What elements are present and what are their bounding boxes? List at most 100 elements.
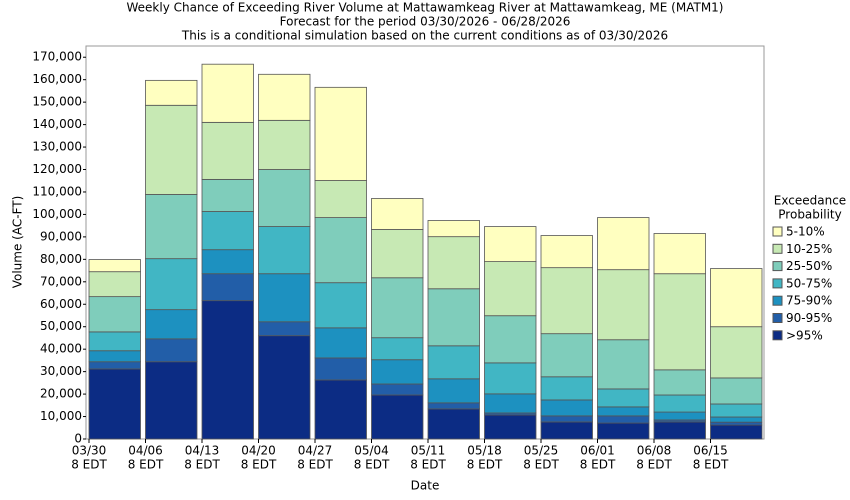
bar-segment bbox=[371, 198, 424, 230]
legend-title: Exceedance bbox=[774, 194, 846, 208]
bar-segment bbox=[145, 258, 198, 311]
y-tick-label: 100,000 bbox=[32, 207, 82, 221]
bar-segment bbox=[371, 394, 424, 440]
bar-segment bbox=[145, 338, 198, 363]
y-tick-label: 80,000 bbox=[40, 252, 82, 266]
legend-label: 10-25% bbox=[786, 242, 832, 256]
bar-segment bbox=[710, 416, 763, 423]
bar-segment bbox=[710, 326, 763, 379]
bar-segment bbox=[484, 393, 537, 414]
bar-segment bbox=[653, 369, 706, 396]
bar-segment bbox=[145, 79, 198, 106]
legend-swatch bbox=[772, 226, 783, 237]
bar-segment bbox=[710, 421, 763, 426]
legend-swatch bbox=[772, 261, 783, 272]
y-tick-label: 10,000 bbox=[40, 409, 82, 423]
bar-segment bbox=[710, 377, 763, 405]
bar-segment bbox=[314, 180, 367, 218]
bar-segment bbox=[371, 277, 424, 339]
bar-segment bbox=[540, 399, 593, 417]
x-tick-label: 05/11 bbox=[411, 444, 446, 458]
y-tick-label: 130,000 bbox=[32, 140, 82, 154]
bar-segment bbox=[484, 226, 537, 262]
x-tick-sublabel: 8 EDT bbox=[128, 458, 164, 472]
plot-area bbox=[85, 45, 765, 440]
chart-title: Weekly Chance of Exceeding River Volume … bbox=[127, 1, 724, 15]
x-tick-label: 04/06 bbox=[128, 444, 163, 458]
bar-segment bbox=[88, 368, 141, 440]
x-tick-sublabel: 8 EDT bbox=[523, 458, 559, 472]
bar-segment bbox=[540, 376, 593, 401]
bar-segment bbox=[145, 361, 198, 440]
bar-segment bbox=[258, 226, 311, 275]
legend-label: >95% bbox=[786, 328, 823, 342]
legend-title: Probability bbox=[778, 208, 841, 222]
bar-segment bbox=[653, 233, 706, 275]
x-tick-sublabel: 8 EDT bbox=[241, 458, 277, 472]
bar-segment bbox=[201, 63, 254, 123]
bar-segment bbox=[258, 273, 311, 323]
bar-segment bbox=[710, 268, 763, 328]
bar-segment bbox=[258, 335, 311, 440]
bar-segment bbox=[597, 406, 650, 417]
legend-swatch bbox=[772, 295, 783, 306]
bar-segment bbox=[371, 359, 424, 385]
y-tick-label: 40,000 bbox=[40, 342, 82, 356]
bar-segment bbox=[597, 339, 650, 390]
x-tick-label: 06/01 bbox=[580, 444, 615, 458]
legend-label: 25-50% bbox=[786, 259, 832, 273]
x-tick-label: 06/08 bbox=[637, 444, 672, 458]
bar-segment bbox=[427, 402, 480, 410]
x-tick-sublabel: 8 EDT bbox=[467, 458, 503, 472]
bar-segment bbox=[710, 424, 763, 440]
x-axis-label: Date bbox=[411, 479, 440, 493]
bar-segment bbox=[653, 273, 706, 371]
bar-segment bbox=[427, 345, 480, 380]
x-tick-label: 06/15 bbox=[693, 444, 728, 458]
bar-segment bbox=[201, 300, 254, 440]
x-tick-label: 04/20 bbox=[241, 444, 276, 458]
bar-segment bbox=[427, 378, 480, 404]
bar-segment bbox=[88, 259, 141, 273]
bar-segment bbox=[258, 73, 311, 121]
x-tick-label: 04/27 bbox=[298, 444, 333, 458]
bar-segment bbox=[540, 421, 593, 440]
x-tick-label: 05/25 bbox=[524, 444, 559, 458]
x-tick-sublabel: 8 EDT bbox=[410, 458, 446, 472]
x-tick-label: 04/13 bbox=[185, 444, 220, 458]
bar-segment bbox=[653, 411, 706, 421]
bar-segment bbox=[484, 362, 537, 395]
legend-swatch bbox=[772, 330, 783, 341]
x-tick-sublabel: 8 EDT bbox=[693, 458, 729, 472]
bar-segment bbox=[427, 408, 480, 440]
y-tick-label: 90,000 bbox=[40, 229, 82, 243]
legend-label: 50-75% bbox=[786, 276, 832, 290]
bar-segment bbox=[427, 288, 480, 347]
bar-segment bbox=[314, 86, 367, 181]
bar-segment bbox=[597, 422, 650, 440]
y-tick-label: 170,000 bbox=[32, 50, 82, 64]
legend-label: 90-95% bbox=[786, 311, 832, 325]
y-axis-label: Volume (AC-FT) bbox=[11, 196, 25, 289]
bar-segment bbox=[597, 388, 650, 408]
bar-segment bbox=[201, 249, 254, 275]
bar-segment bbox=[88, 271, 141, 298]
x-tick-sublabel: 8 EDT bbox=[297, 458, 333, 472]
bar-segment bbox=[314, 282, 367, 329]
y-tick-label: 110,000 bbox=[32, 184, 82, 198]
legend-label: 5-10% bbox=[786, 225, 825, 239]
bar-segment bbox=[484, 414, 537, 440]
bar-segment bbox=[201, 273, 254, 302]
y-tick-label: 70,000 bbox=[40, 274, 82, 288]
y-tick-label: 120,000 bbox=[32, 162, 82, 176]
bar-segment bbox=[314, 379, 367, 440]
bar-segment bbox=[201, 211, 254, 251]
bar-segment bbox=[88, 296, 141, 333]
x-tick-label: 05/04 bbox=[354, 444, 389, 458]
legend-swatch bbox=[772, 278, 783, 289]
legend-swatch bbox=[772, 243, 783, 254]
legend-label: 75-90% bbox=[786, 294, 832, 308]
y-tick-label: 0 bbox=[74, 432, 82, 446]
bar-segment bbox=[258, 169, 311, 227]
bar-segment bbox=[597, 415, 650, 424]
